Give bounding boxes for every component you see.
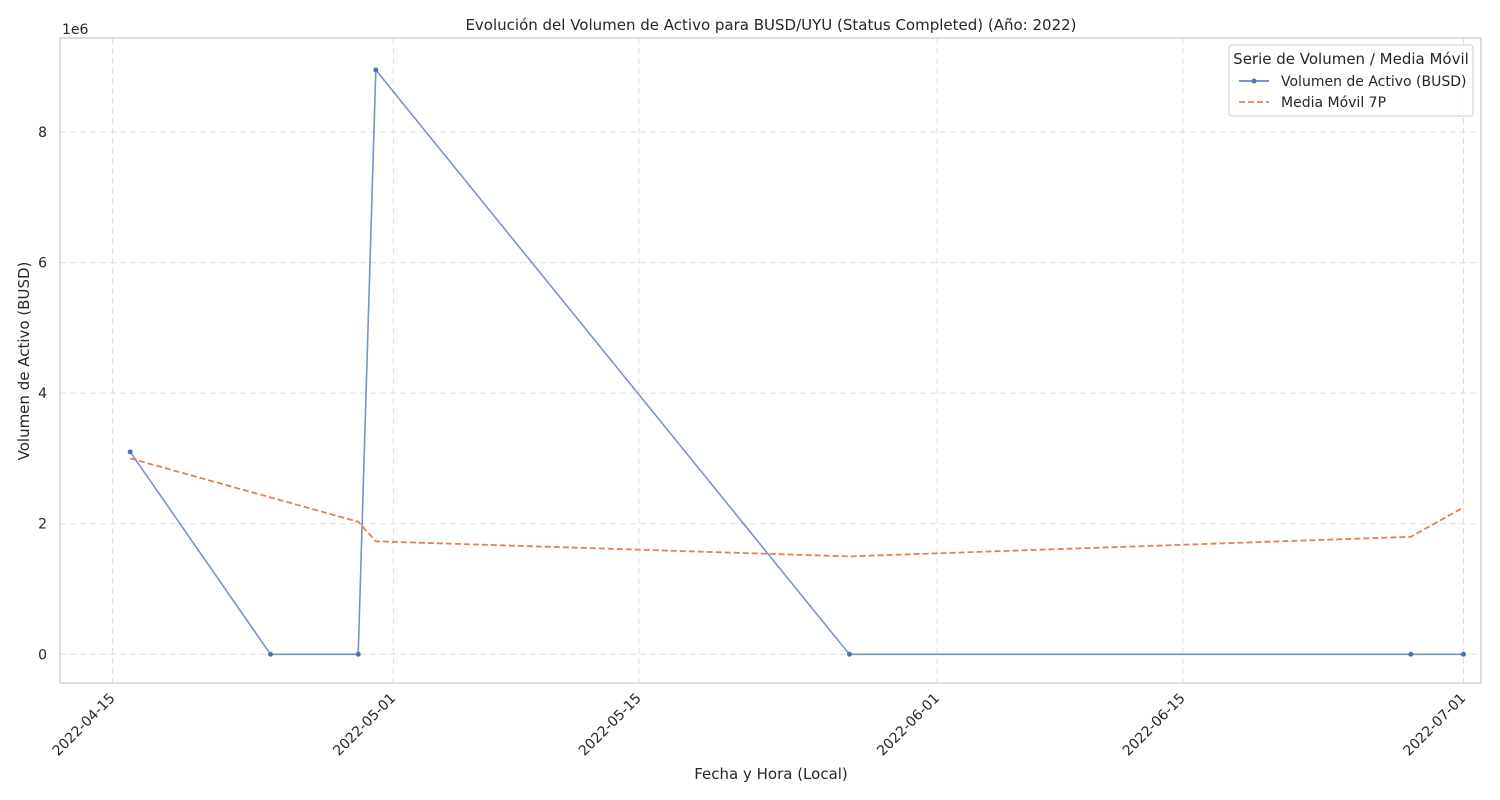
- y-axis-title: Volumen de Activo (BUSD): [15, 262, 33, 461]
- legend-box: [1228, 44, 1474, 117]
- plot-frame: [59, 37, 1482, 684]
- legend-label-moving-average: Media Móvil 7P: [1281, 95, 1386, 111]
- legend: Serie de Volumen / Media Móvil Volumen d…: [1228, 44, 1474, 117]
- y-offset-label: 1e6: [62, 22, 89, 38]
- y-tick-label: 0: [38, 647, 47, 663]
- data-point: [846, 651, 852, 657]
- series-group: [127, 67, 1466, 657]
- y-tick-label: 8: [38, 125, 47, 141]
- legend-marker-volume: [1251, 78, 1257, 84]
- x-axis-title: Fecha y Hora (Local): [694, 765, 848, 783]
- data-point: [1408, 651, 1414, 657]
- y-tick-label: 6: [38, 256, 47, 272]
- data-point: [268, 651, 274, 657]
- data-point: [127, 449, 133, 455]
- y-tick-label: 4: [38, 386, 47, 402]
- series-line-moving-average: [129, 457, 1464, 558]
- y-tick-label: 2: [38, 517, 47, 533]
- legend-label-volume: Volumen de Activo (BUSD): [1281, 74, 1467, 90]
- chart-title: Evolución del Volumen de Activo para BUS…: [465, 16, 1076, 34]
- data-point: [373, 67, 379, 73]
- data-point: [1460, 651, 1466, 657]
- legend-title: Serie de Volumen / Media Móvil: [1233, 50, 1469, 68]
- data-point: [355, 651, 361, 657]
